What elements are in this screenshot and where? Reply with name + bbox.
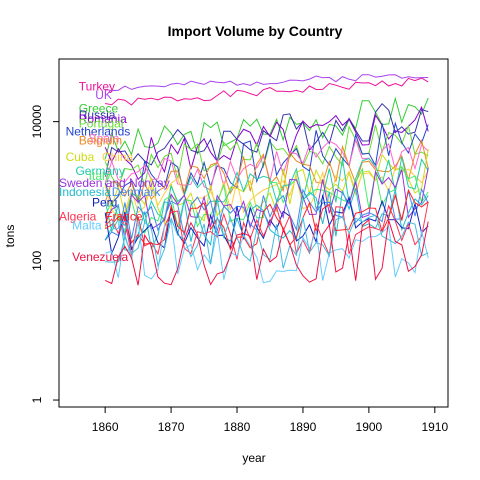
series-line-venezuela <box>104 218 429 286</box>
series-line-denmark <box>104 187 429 241</box>
series-label-netherlands: Netherlands <box>66 125 131 139</box>
series-label-peru: Peru <box>92 196 117 210</box>
series-label-germany: Germany <box>75 164 124 178</box>
series-label-cuba: Cuba <box>66 150 95 164</box>
plot-frame <box>58 58 449 408</box>
series-line-us <box>105 214 429 269</box>
series-line-algeria <box>104 201 429 260</box>
x-axis: 1860 1870 1880 1890 1900 1910 <box>92 407 448 434</box>
x-tick-label: 1890 <box>290 420 317 434</box>
series-line-portugal <box>104 124 429 189</box>
series-label-spain: Spain <box>89 132 120 146</box>
series-label-turkey: Turkey <box>79 80 115 94</box>
x-axis-label: year <box>242 451 265 465</box>
x-tick-label: 1880 <box>224 420 251 434</box>
series-line-indonesia <box>104 188 429 251</box>
series-line-russia <box>104 102 429 177</box>
series-label-algeria: Algeria <box>59 209 97 223</box>
series-line-romania <box>104 105 429 181</box>
series-line-uk <box>105 74 429 92</box>
series-line-netherlands <box>104 121 429 205</box>
y-axis-label: tons <box>3 225 17 248</box>
series-label-venezuela: Venezuela <box>72 250 128 264</box>
series-label-sweden-and-norway: Sweden and Norway <box>59 176 170 190</box>
series-line-turkey <box>105 77 429 106</box>
series-line-belgium <box>104 138 429 205</box>
country-labels: TurkeyUKGreeceRussiaRomaniaPortugalNethe… <box>59 80 170 264</box>
y-tick-label: 10000 <box>30 105 44 139</box>
series-label-russia: Russia <box>79 108 116 122</box>
x-tick-label: 1900 <box>356 420 383 434</box>
series-label-indonesia: Indonesia <box>59 185 111 199</box>
x-tick-label: 1860 <box>92 420 119 434</box>
series-line-france <box>104 188 429 251</box>
y-axis: 1 100 10000 <box>30 105 59 403</box>
series-label-italy: Italy <box>89 169 111 183</box>
series-label-china: China <box>102 150 134 164</box>
series-label-us: US <box>112 219 129 233</box>
x-tick-label: 1910 <box>421 420 448 434</box>
series-label-portugal: Portugal <box>79 116 124 130</box>
series-label-belgium: Belgium <box>79 133 122 147</box>
series-label-greece: Greece <box>79 102 119 116</box>
series-label-france: France <box>105 209 143 223</box>
series-layer <box>104 74 429 286</box>
series-line-greece <box>104 96 429 160</box>
x-tick-label: 1870 <box>158 420 185 434</box>
y-tick-label: 1 <box>30 396 44 403</box>
series-line-germany <box>104 156 429 233</box>
y-tick-label: 100 <box>30 251 44 271</box>
series-label-romania: Romania <box>79 112 127 126</box>
series-label-uk: UK <box>95 88 112 102</box>
chart-title: Import Volume by Country <box>168 23 343 39</box>
series-label-malta: Malta <box>72 219 102 233</box>
series-label-denmark: Denmark <box>112 185 162 199</box>
